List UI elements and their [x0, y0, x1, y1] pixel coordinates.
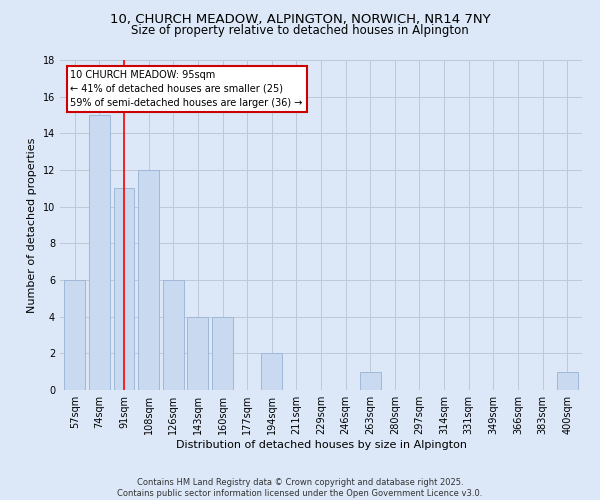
Bar — [187, 316, 208, 390]
Bar — [557, 372, 578, 390]
Bar — [163, 280, 184, 390]
Text: 10 CHURCH MEADOW: 95sqm
← 41% of detached houses are smaller (25)
59% of semi-de: 10 CHURCH MEADOW: 95sqm ← 41% of detache… — [70, 70, 303, 108]
Bar — [360, 372, 381, 390]
Bar — [64, 280, 85, 390]
Bar — [138, 170, 159, 390]
Text: Size of property relative to detached houses in Alpington: Size of property relative to detached ho… — [131, 24, 469, 37]
Text: 10, CHURCH MEADOW, ALPINGTON, NORWICH, NR14 7NY: 10, CHURCH MEADOW, ALPINGTON, NORWICH, N… — [110, 12, 490, 26]
Bar — [261, 354, 282, 390]
Bar — [113, 188, 134, 390]
X-axis label: Distribution of detached houses by size in Alpington: Distribution of detached houses by size … — [176, 440, 467, 450]
Bar — [212, 316, 233, 390]
Y-axis label: Number of detached properties: Number of detached properties — [27, 138, 37, 312]
Text: Contains HM Land Registry data © Crown copyright and database right 2025.
Contai: Contains HM Land Registry data © Crown c… — [118, 478, 482, 498]
Bar — [89, 115, 110, 390]
